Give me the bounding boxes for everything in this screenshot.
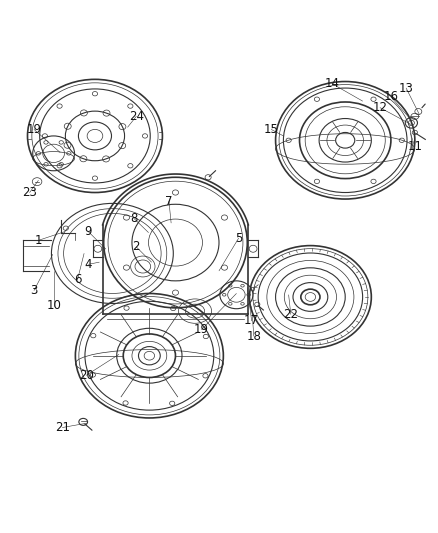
Text: 11: 11 — [407, 140, 422, 154]
Text: 1: 1 — [35, 234, 42, 247]
Text: 14: 14 — [325, 77, 339, 90]
Text: 15: 15 — [264, 123, 279, 136]
Text: 13: 13 — [399, 82, 413, 94]
Text: 16: 16 — [383, 90, 399, 103]
Text: 9: 9 — [85, 225, 92, 238]
Text: 18: 18 — [247, 329, 261, 343]
Text: 19: 19 — [194, 323, 209, 336]
Text: 8: 8 — [131, 212, 138, 225]
Text: 6: 6 — [74, 273, 81, 286]
Text: 17: 17 — [244, 314, 259, 327]
Text: 4: 4 — [85, 258, 92, 271]
Text: 21: 21 — [55, 421, 70, 434]
Text: 5: 5 — [235, 232, 242, 245]
Text: 19: 19 — [27, 123, 42, 136]
Text: 2: 2 — [133, 240, 140, 253]
Text: 23: 23 — [22, 186, 37, 199]
Text: 10: 10 — [46, 299, 61, 312]
Text: 12: 12 — [373, 101, 388, 114]
Text: 24: 24 — [129, 110, 144, 123]
Text: 7: 7 — [165, 195, 173, 208]
Text: 20: 20 — [79, 369, 94, 382]
Text: 3: 3 — [30, 284, 38, 297]
Text: 22: 22 — [283, 308, 298, 321]
